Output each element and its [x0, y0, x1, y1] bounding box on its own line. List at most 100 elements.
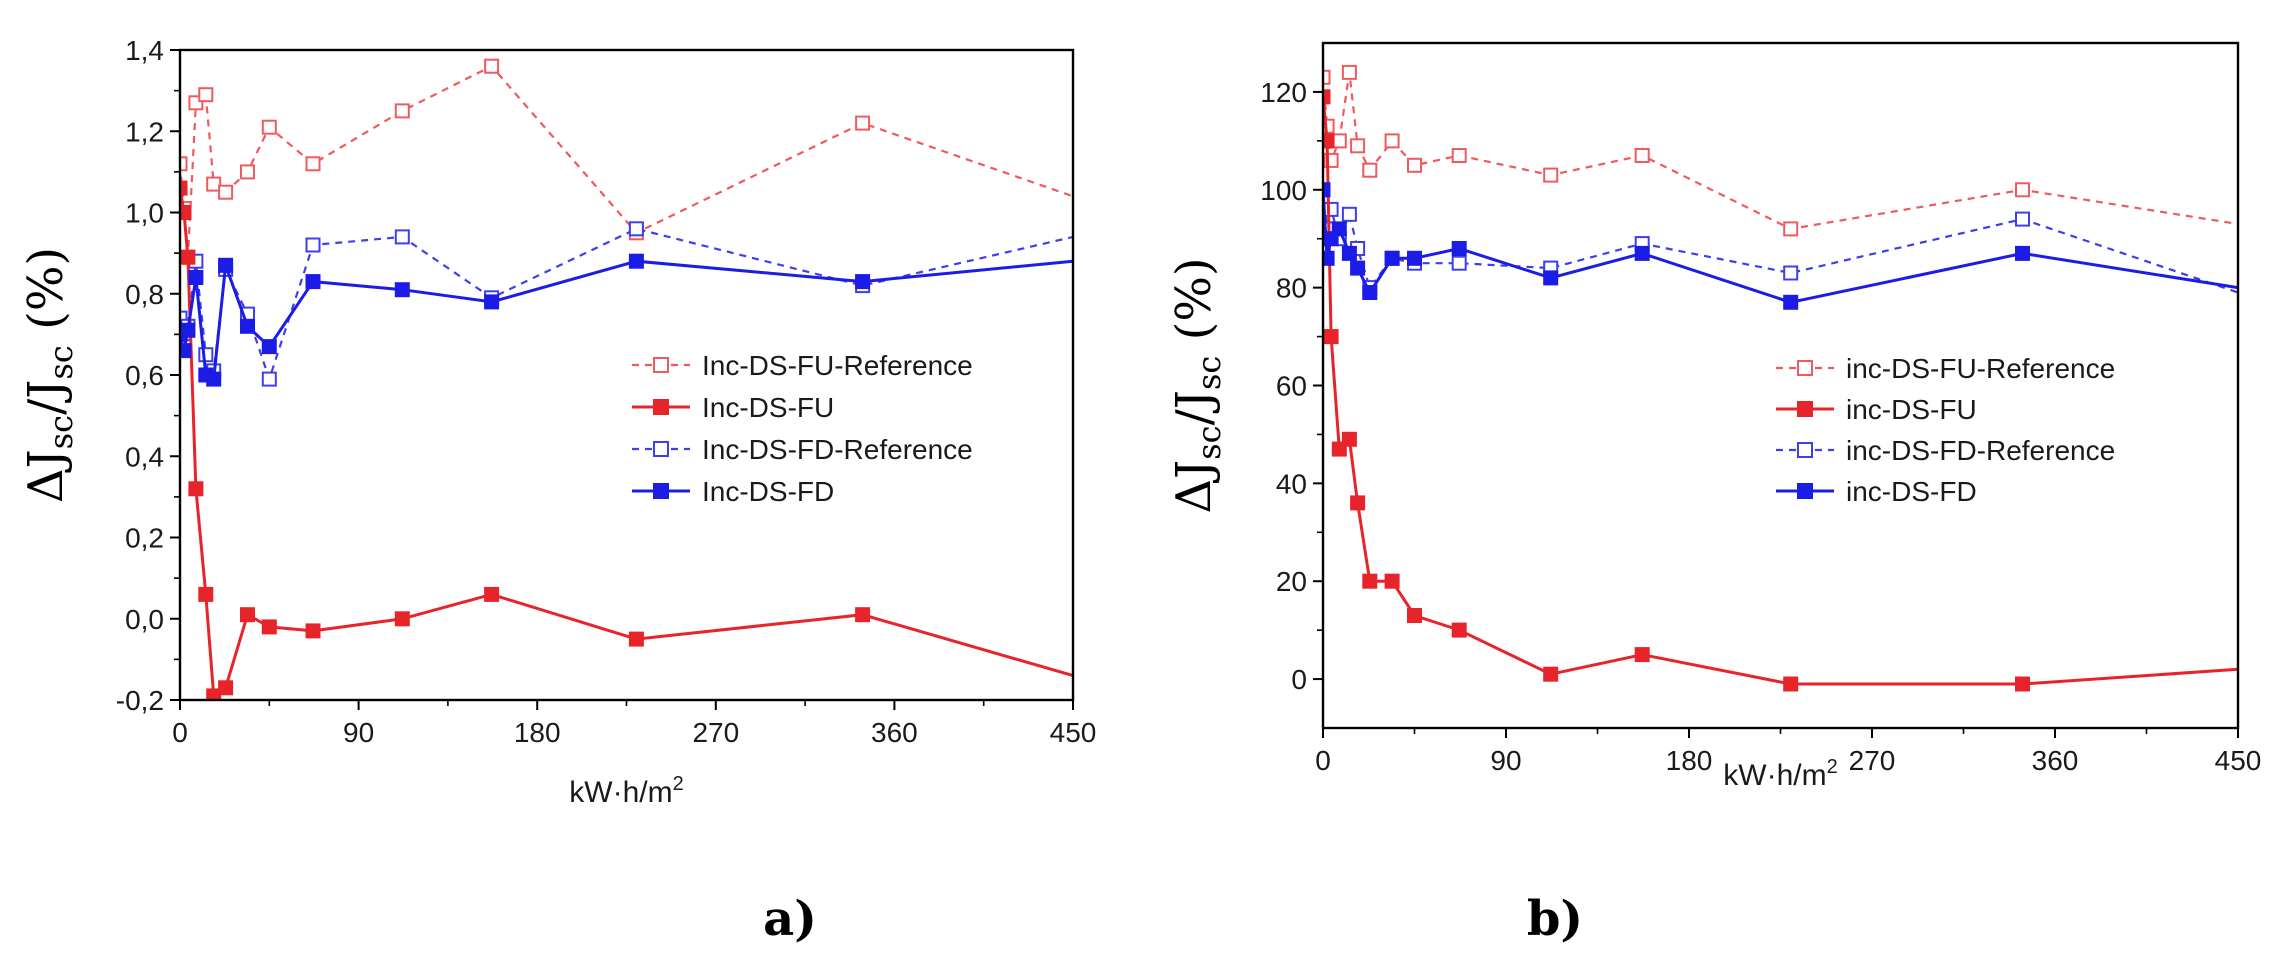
y-tick-label: 120	[1260, 77, 1307, 108]
data-point	[1323, 69, 1331, 85]
data-point	[206, 688, 222, 700]
data-point	[1362, 285, 1378, 300]
y-tick-label: 1,2	[125, 116, 164, 147]
legend-marker	[653, 483, 669, 499]
x-axis-label: kW·h/m2	[569, 773, 683, 809]
legend: Inc-DS-FU-Reference Inc-DS-FU Inc-DS-FD-Re…	[632, 350, 973, 507]
plot-frame	[178, 48, 1075, 702]
data-point	[1341, 431, 1357, 447]
data-point	[180, 156, 188, 172]
data-point	[218, 184, 234, 200]
data-point	[855, 274, 871, 290]
data-point	[1341, 245, 1357, 261]
y-tick-label: 100	[1260, 175, 1307, 206]
x-tick-label: 180	[514, 717, 561, 748]
data-point	[2015, 245, 2030, 261]
data-point	[240, 607, 255, 623]
panel-label: a)	[763, 891, 817, 947]
xlabel-sup: 2	[1827, 756, 1838, 778]
data-point	[628, 253, 644, 269]
data-point	[261, 339, 277, 355]
data-point	[1451, 255, 1467, 271]
data-point	[1323, 89, 1331, 105]
ylabel-mid: /J	[1166, 390, 1222, 425]
data-point	[1331, 133, 1347, 149]
data-point	[198, 87, 214, 103]
data-point	[305, 156, 321, 172]
data-point	[484, 586, 500, 602]
data-point	[1451, 241, 1467, 256]
data-point	[180, 205, 192, 220]
data-point	[1341, 206, 1357, 222]
data-point	[1451, 622, 1467, 638]
ylabel-sub1: sc	[42, 415, 80, 449]
legend-marker	[653, 441, 669, 457]
ylabel-sub2: sc	[1190, 356, 1228, 390]
x-tick-label: 180	[1666, 745, 1713, 776]
data-point	[180, 310, 188, 326]
data-point	[394, 229, 410, 245]
data-point	[188, 270, 204, 285]
y-axis-label: ΔJsc/Jsc (%)	[18, 247, 80, 503]
data-point	[218, 680, 234, 696]
ylabel-prefix: ΔJ	[1166, 460, 1222, 514]
data-point	[1783, 221, 1799, 237]
data-point	[1634, 647, 1650, 663]
y-tick-label: 0,8	[125, 279, 164, 310]
legend-marker	[1797, 360, 1813, 376]
data-point	[628, 221, 644, 237]
y-tick-label: 0,0	[125, 604, 164, 635]
y-tick-label: 0	[1291, 664, 1307, 695]
x-tick-label: 360	[2032, 745, 2079, 776]
data-point	[1323, 133, 1335, 149]
data-point	[855, 607, 871, 623]
x-tick-label: 0	[1315, 745, 1331, 776]
x-tick-label: 360	[871, 717, 918, 748]
ylabel-sub1: sc	[1190, 425, 1228, 459]
data-point	[206, 371, 222, 387]
legend-marker	[1797, 483, 1813, 499]
plot-frame	[1321, 41, 2240, 730]
ylabel-prefix: ΔJ	[18, 449, 74, 503]
data-point	[1407, 608, 1422, 623]
xlabel-text: kW·h/m	[1723, 759, 1826, 792]
y-tick-label: 0,4	[125, 441, 164, 472]
legend-label: inc-DS-FU-Reference	[1846, 353, 2115, 384]
y-tick-label: 40	[1276, 468, 1307, 499]
ylabel-suffix: (%)	[18, 247, 74, 345]
data-point	[1362, 162, 1378, 178]
data-point	[1543, 270, 1559, 286]
series-inc-DS-FU	[1323, 89, 2238, 692]
data-point	[2015, 211, 2030, 227]
panel-label: b)	[1527, 891, 1583, 947]
legend-marker	[653, 399, 669, 415]
data-point	[394, 282, 410, 298]
data-point	[1634, 245, 1650, 261]
legend-label: Inc-DS-FU-Reference	[702, 350, 973, 381]
legend-label: Inc-DS-FD-Reference	[702, 434, 973, 465]
data-point	[180, 180, 188, 196]
x-tick-label: 450	[1050, 717, 1097, 748]
data-point	[1783, 294, 1799, 310]
legend-marker	[1797, 442, 1813, 458]
legend-label: inc-DS-FU	[1846, 394, 1977, 425]
ylabel-sub2: sc	[42, 345, 80, 379]
y-tick-label: 1,0	[125, 198, 164, 229]
data-point	[305, 237, 321, 253]
data-point	[484, 58, 500, 74]
data-point	[180, 249, 196, 265]
data-point	[394, 611, 410, 627]
data-point	[1362, 573, 1378, 589]
data-point	[1341, 64, 1357, 80]
data-point	[855, 115, 871, 131]
data-point	[1783, 265, 1799, 281]
legend-marker	[653, 357, 669, 373]
series-inc-DS-FU-Reference	[1323, 64, 2238, 237]
xlabel-sup: 2	[673, 773, 684, 795]
data-point	[198, 586, 214, 602]
legend: inc-DS-FU-Reference inc-DS-FU inc-DS-FD-Re…	[1776, 353, 2115, 507]
chart-panel-a: 0 90 180 270 360 450 -0,2 0,0 0,2 0,4 0,6 0,8 1,0 1,2…	[18, 35, 1096, 947]
data-point	[394, 103, 410, 119]
x-tick-label: 450	[2215, 745, 2262, 776]
